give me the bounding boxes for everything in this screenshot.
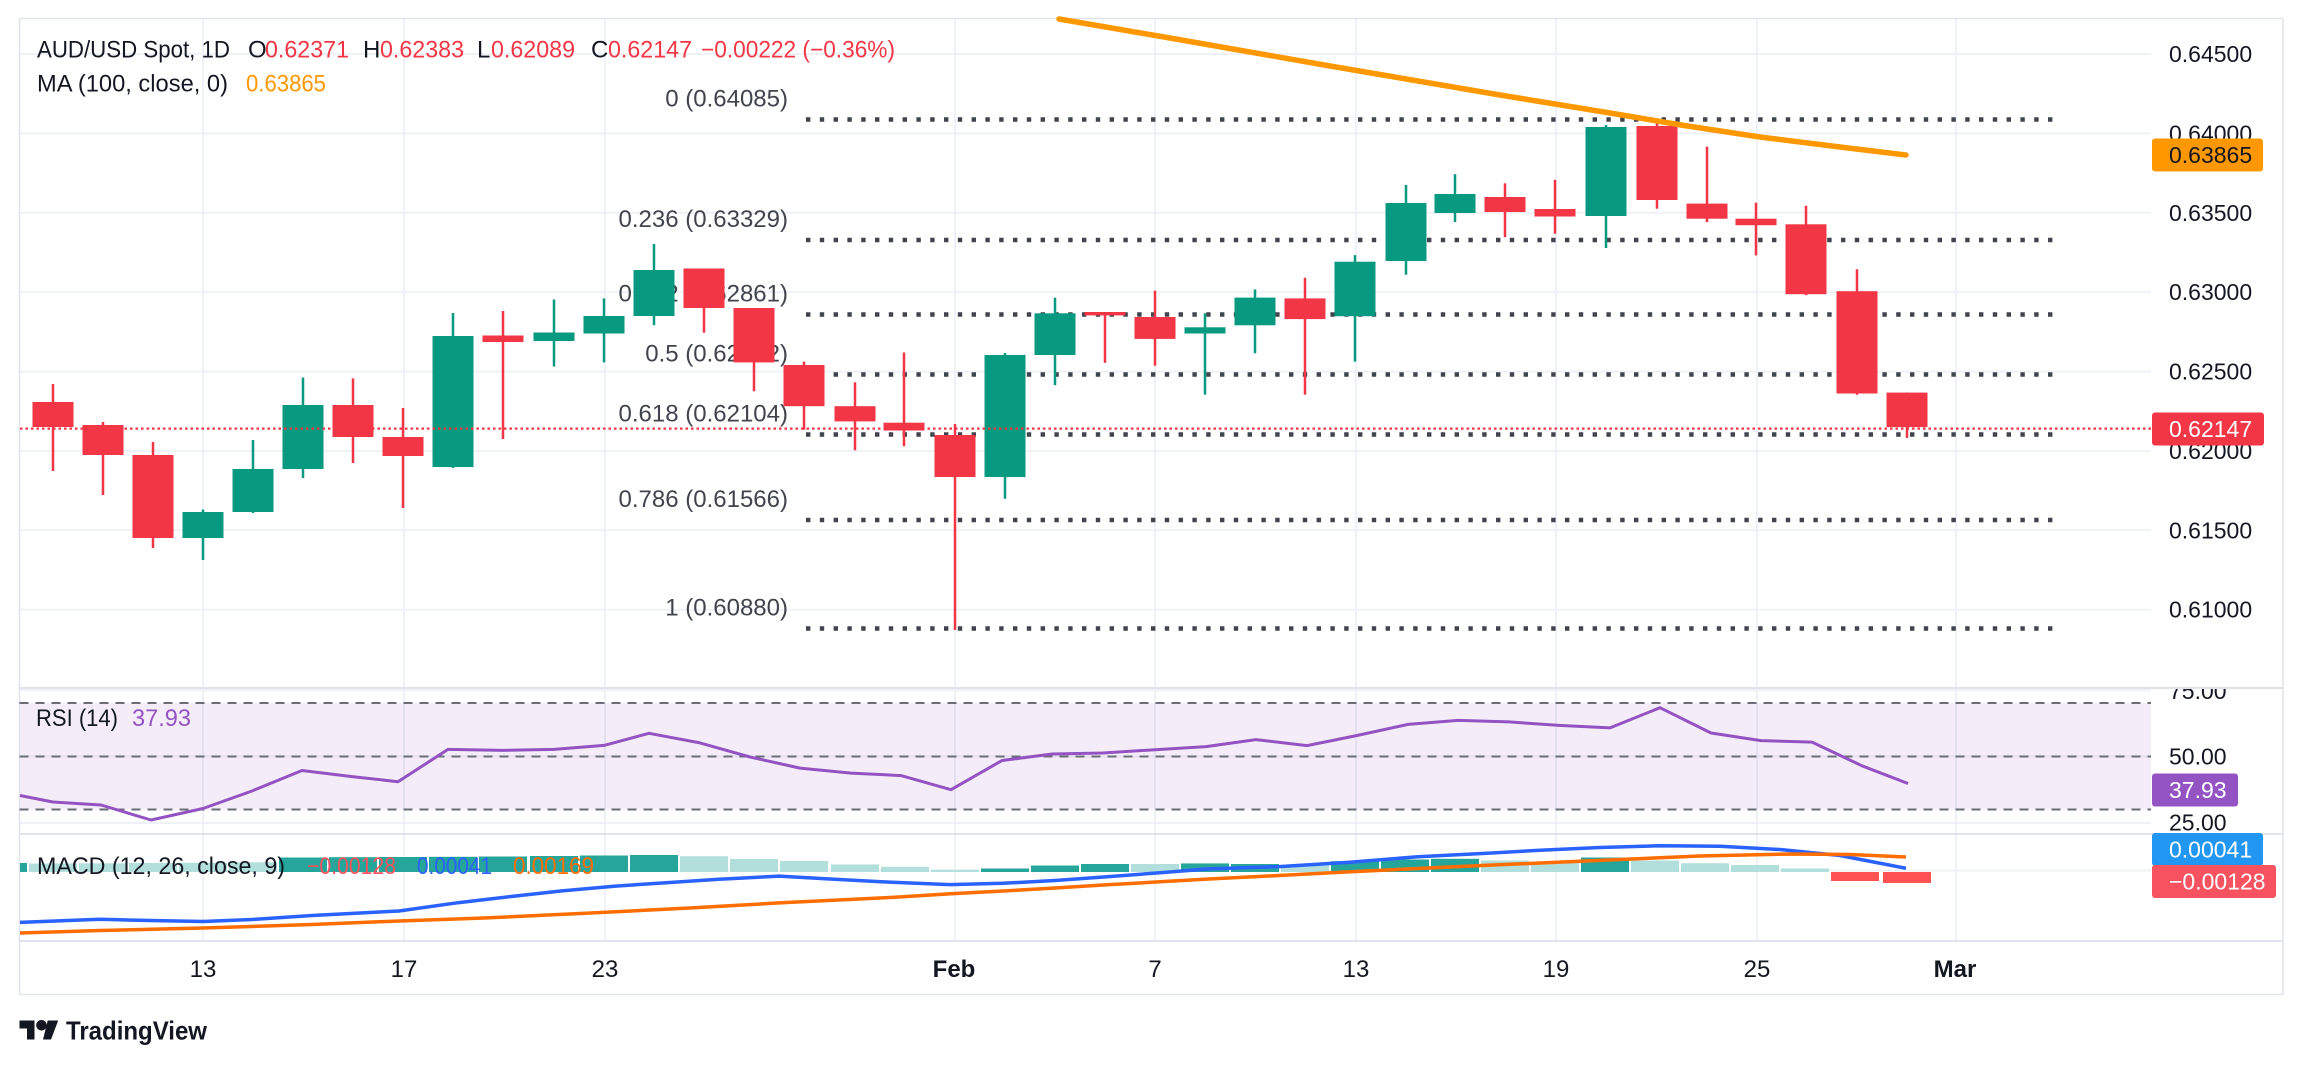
svg-text:0.00041: 0.00041 [417,853,492,880]
svg-text:MA (100, close, 0): MA (100, close, 0) [37,71,228,98]
svg-text:0.63865: 0.63865 [2169,142,2252,168]
svg-text:Feb: Feb [933,956,976,983]
svg-text:50.00: 50.00 [2169,744,2227,770]
svg-text:−0.00128: −0.00128 [307,853,396,880]
svg-text:25.00: 25.00 [2169,810,2227,836]
svg-text:37.93: 37.93 [132,705,191,732]
svg-text:0.62500: 0.62500 [2169,359,2252,385]
svg-text:0.618 (0.62104): 0.618 (0.62104) [619,401,788,428]
svg-text:C: C [591,37,608,64]
svg-text:0.63865: 0.63865 [246,71,326,98]
svg-text:13: 13 [190,956,217,983]
svg-text:25: 25 [1744,956,1771,983]
svg-text:75.00: 75.00 [2169,678,2227,704]
svg-text:O: O [248,37,267,64]
svg-text:0.64500: 0.64500 [2169,41,2252,67]
svg-text:L: L [477,37,490,64]
svg-text:0.786 (0.61566): 0.786 (0.61566) [619,486,788,513]
svg-text:H: H [363,37,380,64]
svg-text:13: 13 [1343,956,1370,983]
svg-text:1 (0.60880): 1 (0.60880) [665,595,788,622]
svg-text:0.62383: 0.62383 [380,37,464,64]
svg-text:Mar: Mar [1934,956,1977,983]
svg-text:0.00041: 0.00041 [2169,837,2252,863]
svg-text:0.62371: 0.62371 [265,37,349,64]
svg-text:RSI (14): RSI (14) [36,705,118,732]
svg-text:0.62089: 0.62089 [491,37,575,64]
svg-text:0.61500: 0.61500 [2169,517,2252,543]
svg-text:19: 19 [1543,956,1570,983]
svg-text:0.63000: 0.63000 [2169,279,2252,305]
svg-text:0.00169: 0.00169 [513,853,594,880]
svg-text:0.61000: 0.61000 [2169,597,2252,623]
svg-text:0.62147: 0.62147 [2169,416,2252,442]
svg-text:0.62147: 0.62147 [608,37,692,64]
svg-text:0.63500: 0.63500 [2169,200,2252,226]
svg-text:23: 23 [592,956,619,983]
svg-text:AUD/USD Spot, 1D: AUD/USD Spot, 1D [37,37,230,64]
svg-text:17: 17 [391,956,418,983]
svg-text:0.236 (0.63329): 0.236 (0.63329) [619,206,788,233]
svg-text:MACD (12, 26, close, 9): MACD (12, 26, close, 9) [37,853,285,880]
svg-text:37.93: 37.93 [2169,777,2227,803]
svg-text:TradingView: TradingView [66,1016,208,1046]
svg-text:−0.00128: −0.00128 [2169,869,2266,895]
svg-text:0 (0.64085): 0 (0.64085) [665,86,788,113]
svg-text:7: 7 [1148,956,1161,983]
svg-text:−0.00222 (−0.36%): −0.00222 (−0.36%) [701,37,895,64]
